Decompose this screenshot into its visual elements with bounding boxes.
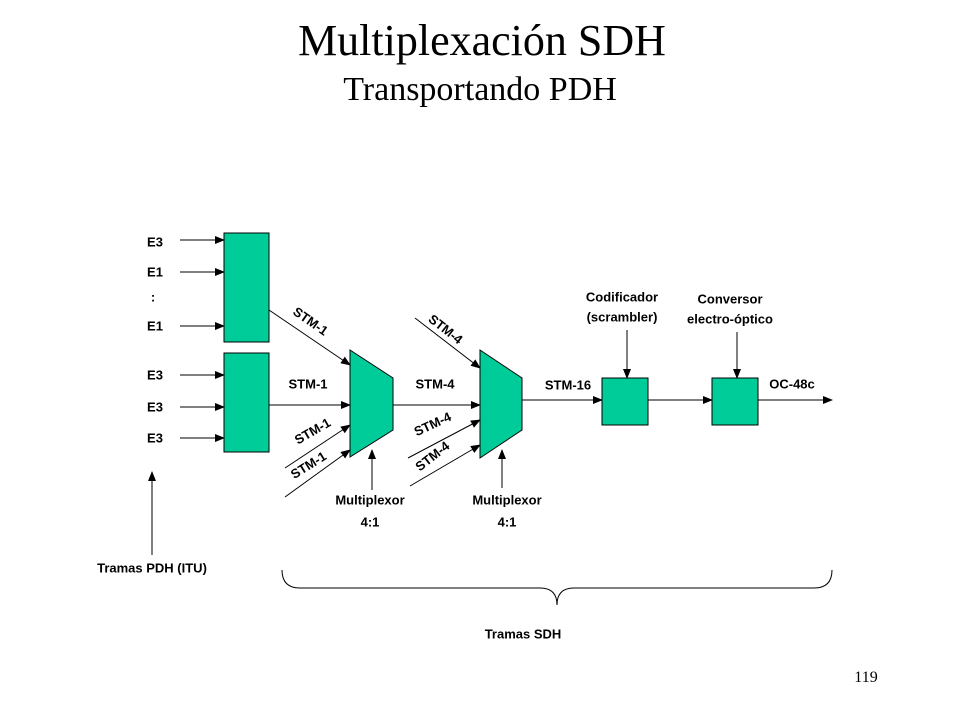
brace [281,569,833,606]
link-label: STM-1 [292,415,333,447]
sdh-caption: Tramas SDH [485,626,562,641]
mux-label: Multiplexor [335,492,404,507]
input-label: : [151,289,155,304]
input-label: E1 [147,264,163,279]
link-label: STM-4 [416,376,456,391]
converter-box [711,377,759,426]
link-label: STM-1 [289,376,328,391]
multiplexer [479,349,523,459]
scrambler-label: (scrambler) [587,309,658,324]
stm1-links [268,309,351,498]
pdh-mux [223,232,270,343]
page-number: 119 [854,669,877,686]
subtitle: Transportando PDH [343,71,617,108]
pdh-caption: Tramas PDH (ITU) [97,560,207,575]
mux-label: Multiplexor [472,492,541,507]
scrambler-label: Codificador [586,289,658,304]
input-label: E3 [147,430,163,445]
mux-label: 4:1 [498,514,517,529]
stm4-links [393,317,481,487]
input-label: E1 [147,318,163,333]
title: Multiplexación SDH [298,16,666,65]
converter-label: Conversor [697,291,762,306]
input-label: E3 [147,399,163,414]
link-label: STM-4 [412,438,453,474]
link-label: STM-16 [545,377,591,392]
input-arrows [180,236,225,442]
converter-label: electro-óptico [687,311,773,326]
mux-label: 4:1 [361,514,380,529]
pdh-mux [223,352,270,453]
input-label: E3 [147,367,163,382]
link-label: STM-1 [290,304,331,339]
scrambler-box [601,377,649,426]
output-label: OC-48c [769,376,815,391]
multiplexer [349,349,394,458]
link-label: STM-4 [412,409,454,439]
link-label: STM-1 [288,448,329,481]
input-label: E3 [147,234,163,249]
